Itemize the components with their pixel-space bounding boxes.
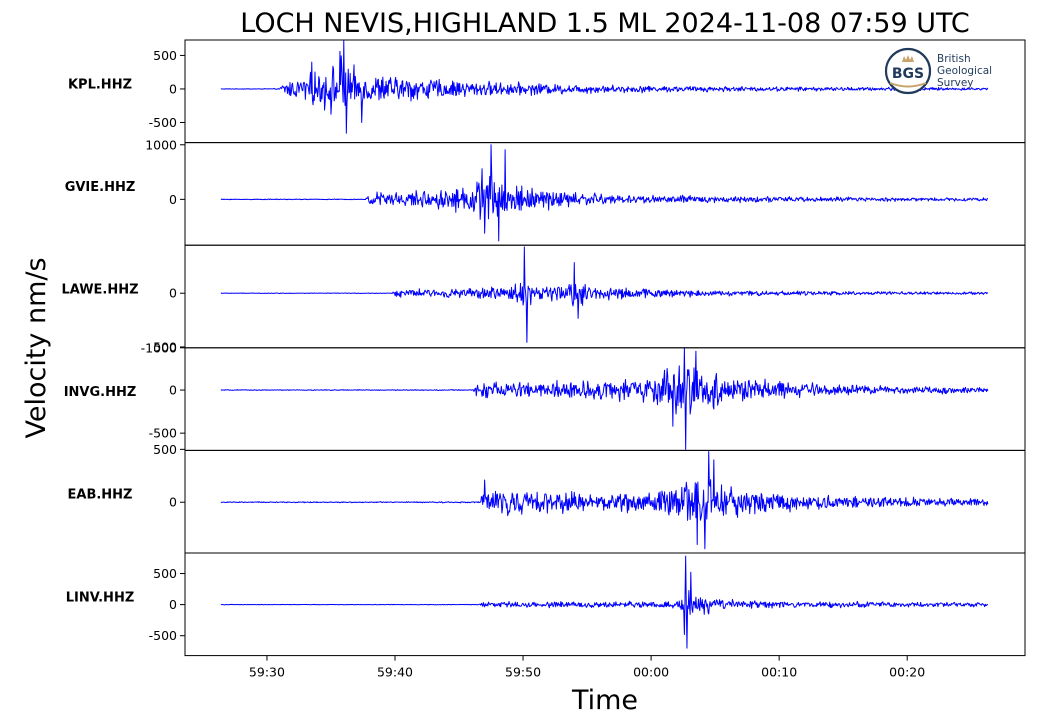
- station-label: LINV.HHZ: [66, 590, 135, 605]
- y-tick-label: 500: [153, 566, 177, 581]
- x-tick-label: 00:10: [761, 665, 797, 680]
- trace-panel: 500 0 EAB.HHZ: [68, 442, 1026, 554]
- trace-panel: 1000 0 GVIE.HHZ: [65, 137, 1026, 246]
- trace-panel: 500 0 -500 INVG.HHZ: [64, 339, 1026, 451]
- y-tick-label: 0: [169, 597, 177, 612]
- y-tick-label: 500: [153, 48, 177, 63]
- y-tick-label: 0: [169, 192, 177, 207]
- x-tick-label: 00:00: [633, 665, 669, 680]
- bgs-logo-badge: BGS: [892, 66, 924, 82]
- bgs-logo-arc: [889, 82, 927, 88]
- waveform-line: [220, 347, 989, 451]
- crown-icon: [902, 55, 914, 62]
- trace-panels: 500 0 -500 KPL.HHZ 1000 0 GVIE.HHZ 0 -1000 LAWE.H…: [61, 39, 1026, 657]
- y-tick-label: -1000: [141, 340, 177, 355]
- trace-panel: 500 0 -500 KPL.HHZ: [68, 39, 1026, 144]
- waveform-line: [220, 246, 989, 343]
- x-tick-label: 59:30: [249, 665, 285, 680]
- station-label: LAWE.HHZ: [61, 283, 138, 298]
- x-axis: 59:30 59:40 59:50 00:00 00:10 00:20: [249, 655, 925, 680]
- trace-panel: 500 0 -500 LINV.HHZ: [66, 552, 1026, 657]
- waveform-line: [220, 144, 989, 242]
- panel-frame: [184, 244, 1026, 349]
- logo-line-3: Survey: [937, 77, 974, 89]
- y-tick-label: -500: [149, 115, 177, 130]
- logo-line-1: British: [937, 53, 971, 65]
- y-tick-label: 0: [169, 383, 177, 398]
- chart-title: LOCH NEVIS,HIGHLAND 1.5 ML 2024-11-08 07…: [240, 8, 970, 39]
- x-tick-label: 59:50: [505, 665, 541, 680]
- y-axis-label: Velocity nm/s: [21, 257, 52, 438]
- logo-line-2: Geological: [937, 65, 992, 77]
- x-tick-label: 00:20: [889, 665, 925, 680]
- y-tick-label: 1000: [145, 137, 177, 152]
- y-tick-label: 0: [169, 495, 177, 510]
- y-tick-label: -500: [149, 628, 177, 643]
- waveform-line: [220, 40, 989, 134]
- y-tick-label: 500: [153, 339, 177, 354]
- station-label: GVIE.HHZ: [65, 180, 136, 195]
- bgs-logo: BGS British Geological Survey: [884, 47, 992, 95]
- x-axis-label: Time: [571, 685, 638, 716]
- panel-frame: [184, 142, 1026, 246]
- waveform-line: [220, 450, 989, 550]
- bgs-logo-ring: [884, 47, 932, 95]
- x-tick-label: 59:40: [377, 665, 413, 680]
- y-tick-label: -500: [149, 426, 177, 441]
- station-label: KPL.HHZ: [68, 77, 132, 92]
- panel-frame: [184, 347, 1026, 451]
- y-tick-label: 0: [169, 286, 177, 301]
- trace-panel: 0 -1000 LAWE.HHZ: [61, 244, 1026, 355]
- y-tick-label: 500: [153, 442, 177, 457]
- station-label: EAB.HHZ: [68, 488, 133, 503]
- waveform-line: [220, 555, 989, 649]
- y-tick-label: 0: [169, 81, 177, 96]
- station-label: INVG.HHZ: [64, 385, 137, 400]
